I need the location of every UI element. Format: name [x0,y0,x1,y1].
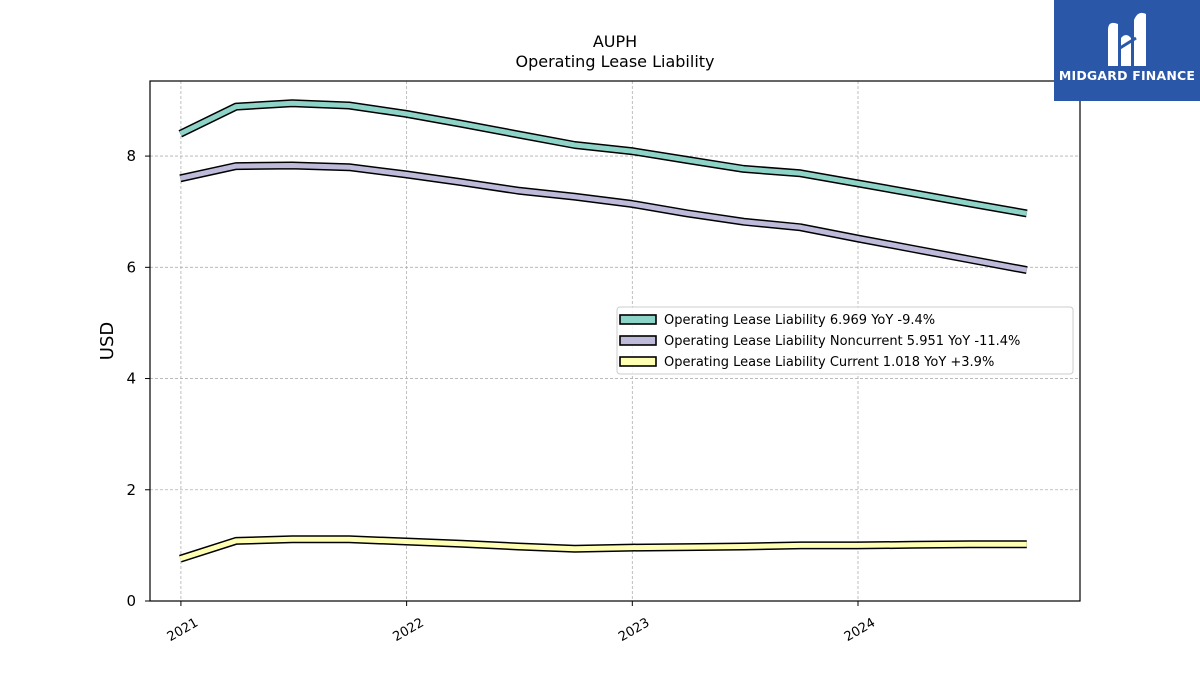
y-tick-label: 2 [126,481,136,499]
x-tick-label: 2022 [390,615,426,645]
series-outline [179,161,1028,275]
series-line-3 [179,535,1027,563]
logo-text: MIDGARD FINANCE [1058,68,1196,83]
legend-box [616,306,1074,375]
y-tick-label: 6 [126,258,136,276]
legend-label: Operating Lease Liability Current 1.018 … [664,355,994,370]
legend-swatch [619,356,657,367]
grid-lines [150,81,1080,601]
midgard-finance-logo: MIDGARD FINANCE [1054,0,1200,101]
series-stroke [179,100,1028,216]
y-tick-label: 8 [126,147,136,165]
chart-title: AUPH [593,32,637,51]
series-layer [178,99,1028,563]
legend-label: Operating Lease Liability 6.969 YoY -9.4… [664,313,935,328]
series-stroke [179,536,1027,562]
logo-mark-icon [1108,12,1146,66]
x-tick-label: 2021 [165,615,201,645]
chart-subtitle: Operating Lease Liability [515,52,714,71]
y-tick-label: 4 [126,370,136,388]
legend-swatch [619,314,657,325]
x-tick-label: 2023 [616,615,652,645]
legend-label: Operating Lease Liability Noncurrent 5.9… [664,334,1020,349]
y-axis-label: USD [97,322,118,360]
plot-frame [149,80,1081,602]
series-line-1 [178,99,1028,218]
series-line-2 [179,161,1028,275]
x-tick-label: 2024 [842,615,878,645]
series-stroke [179,163,1028,273]
legend-swatch [619,335,657,346]
y-tick-label: 0 [126,592,136,610]
legend: Operating Lease Liability 6.969 YoY -9.4… [616,306,1074,375]
